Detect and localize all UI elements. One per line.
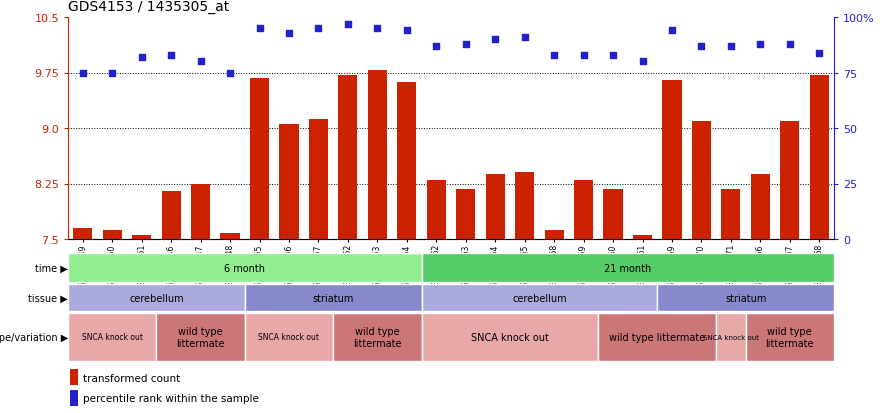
Point bbox=[694, 43, 708, 50]
Bar bbox=[633, 236, 652, 240]
Bar bbox=[103, 230, 122, 240]
Point bbox=[724, 43, 738, 50]
Text: 6 month: 6 month bbox=[225, 263, 265, 273]
Bar bbox=[70, 369, 78, 385]
Point bbox=[311, 26, 325, 32]
Bar bbox=[68, 313, 156, 361]
Text: cerebellum: cerebellum bbox=[512, 293, 567, 303]
Bar bbox=[657, 284, 834, 312]
Text: SNCA knock out: SNCA knock out bbox=[471, 332, 549, 342]
Point bbox=[134, 55, 149, 61]
Point bbox=[223, 70, 237, 77]
Bar bbox=[162, 192, 180, 240]
Bar bbox=[456, 189, 476, 240]
Bar bbox=[781, 121, 799, 240]
Point bbox=[665, 28, 679, 35]
Text: GDS4153 / 1435305_at: GDS4153 / 1435305_at bbox=[68, 0, 229, 14]
Text: time ▶: time ▶ bbox=[35, 263, 68, 273]
Bar bbox=[68, 284, 245, 312]
Bar bbox=[245, 284, 422, 312]
Bar bbox=[422, 253, 834, 282]
Point bbox=[282, 30, 296, 37]
Bar bbox=[604, 189, 622, 240]
Point bbox=[253, 26, 267, 32]
Bar bbox=[745, 313, 834, 361]
Bar bbox=[70, 390, 78, 406]
Bar bbox=[339, 76, 357, 240]
Bar bbox=[68, 253, 422, 282]
Point bbox=[576, 52, 591, 59]
Point bbox=[430, 43, 444, 50]
Bar bbox=[309, 120, 328, 240]
Text: SNCA knock out: SNCA knock out bbox=[703, 334, 758, 340]
Bar bbox=[245, 313, 333, 361]
Bar bbox=[721, 189, 741, 240]
Text: SNCA knock out: SNCA knock out bbox=[258, 333, 319, 342]
Text: percentile rank within the sample: percentile rank within the sample bbox=[83, 393, 259, 404]
Bar bbox=[716, 313, 745, 361]
Point bbox=[782, 41, 796, 48]
Text: wild type
littermate: wild type littermate bbox=[353, 326, 401, 348]
Point bbox=[812, 50, 827, 57]
Text: cerebellum: cerebellum bbox=[129, 293, 184, 303]
Point bbox=[517, 35, 531, 41]
Text: wild type littermate: wild type littermate bbox=[609, 332, 705, 342]
Bar bbox=[427, 180, 446, 240]
Bar bbox=[422, 284, 657, 312]
Bar bbox=[333, 313, 422, 361]
Text: striatum: striatum bbox=[725, 293, 766, 303]
Point bbox=[636, 59, 650, 66]
Bar bbox=[692, 121, 711, 240]
Bar bbox=[598, 313, 716, 361]
Bar bbox=[132, 236, 151, 240]
Point bbox=[76, 70, 90, 77]
Bar bbox=[250, 78, 269, 240]
Point bbox=[606, 52, 620, 59]
Bar bbox=[751, 174, 770, 240]
Bar bbox=[397, 83, 416, 240]
Bar bbox=[422, 313, 598, 361]
Text: genotype/variation ▶: genotype/variation ▶ bbox=[0, 332, 68, 342]
Text: wild type
littermate: wild type littermate bbox=[766, 326, 814, 348]
Point bbox=[194, 59, 208, 66]
Point bbox=[547, 52, 561, 59]
Point bbox=[164, 52, 179, 59]
Point bbox=[105, 70, 119, 77]
Bar bbox=[73, 228, 92, 240]
Bar bbox=[545, 230, 564, 240]
Text: wild type
littermate: wild type littermate bbox=[176, 326, 225, 348]
Bar bbox=[156, 313, 245, 361]
Point bbox=[400, 28, 414, 35]
Bar bbox=[515, 173, 534, 240]
Bar bbox=[485, 174, 505, 240]
Point bbox=[370, 26, 385, 32]
Bar bbox=[662, 81, 682, 240]
Bar bbox=[220, 233, 240, 240]
Point bbox=[753, 41, 767, 48]
Text: striatum: striatum bbox=[312, 293, 354, 303]
Point bbox=[488, 37, 502, 43]
Bar bbox=[191, 184, 210, 240]
Bar bbox=[810, 76, 829, 240]
Point bbox=[459, 41, 473, 48]
Text: SNCA knock out: SNCA knock out bbox=[81, 333, 142, 342]
Text: transformed count: transformed count bbox=[83, 373, 180, 383]
Bar bbox=[279, 125, 299, 240]
Point bbox=[341, 21, 355, 28]
Text: 21 month: 21 month bbox=[604, 263, 652, 273]
Bar bbox=[574, 180, 593, 240]
Text: tissue ▶: tissue ▶ bbox=[28, 293, 68, 303]
Bar bbox=[368, 71, 387, 240]
